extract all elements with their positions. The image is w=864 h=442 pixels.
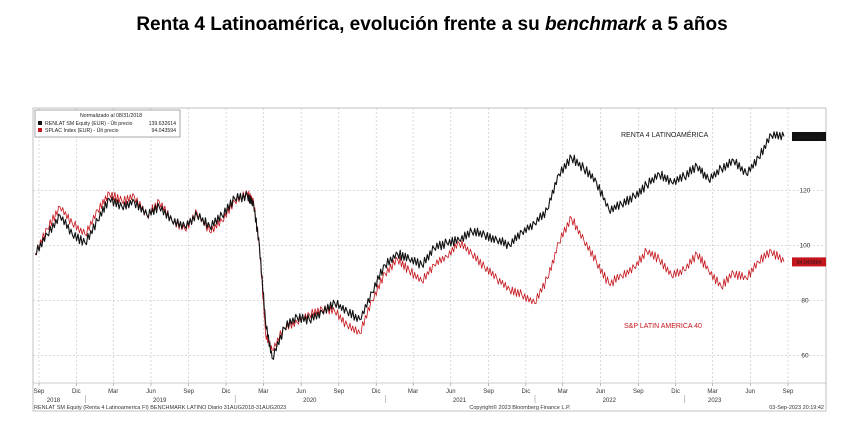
end-value-labels: 139.632614 94.043594 <box>792 132 826 267</box>
legend-header: Normalizado al 08/31/2018 <box>80 113 142 119</box>
year-axis: 2018 2019 2020 2021 2022 2023 <box>47 395 722 404</box>
chart-frame <box>32 107 827 412</box>
x-tick-label: Dic <box>671 389 680 395</box>
year-label: 2020 <box>303 398 317 404</box>
title-text: Renta 4 Latinoamérica, evolución frente … <box>136 14 545 35</box>
legend: Normalizado al 08/31/2018 RENLAT SM Equi… <box>34 109 181 138</box>
legend-value-renta4: 139.632614 <box>149 121 177 127</box>
x-tick-label: Mar <box>258 389 268 395</box>
x-tick-label: Sep <box>783 389 794 395</box>
year-label: 2023 <box>708 398 722 404</box>
end-label-bg-splac <box>792 257 826 267</box>
year-label: 2019 <box>153 398 167 404</box>
x-tick-label: Dic <box>522 389 531 395</box>
title-text-end: a 5 años <box>646 14 728 35</box>
footer-center: Copyright© 2023 Bloomberg Finance L.P. <box>469 404 571 411</box>
legend-label-renta4: RENLAT SM Equity (EUR) - Últ precio <box>45 120 133 127</box>
x-tick-label: Jun <box>596 389 606 395</box>
year-label: 2021 <box>453 398 467 404</box>
x-tick-label: Mar <box>707 389 717 395</box>
footer-right: 03-Sep-2023 20:19:42 <box>769 405 824 411</box>
x-tick-label: Sep <box>334 389 345 395</box>
x-axis: Sep Dic Mar Jun Sep Dic Mar Jun Sep Dic Mar Jun Sep D… <box>33 382 826 395</box>
y-tick-label: 100 <box>800 243 811 250</box>
end-label-bg-renta4 <box>792 132 826 142</box>
end-label-renta4: 139.632614 <box>795 135 823 141</box>
y-tick-label: 80 <box>801 298 809 305</box>
year-label: 2022 <box>603 398 617 404</box>
annotation-sp-latin-america: S&P LATIN AMERICA 40 <box>624 323 702 330</box>
x-tick-label: Jun <box>296 389 306 395</box>
line-sp-latin-america-40 <box>34 190 785 352</box>
x-tick-label: Jun <box>146 389 156 395</box>
x-tick-label: Mar <box>408 389 418 395</box>
x-tick-label: Mar <box>558 389 568 395</box>
series-lines <box>34 131 785 360</box>
page-title: Renta 4 Latinoamérica, evolución frente … <box>0 14 864 36</box>
y-axis: 60 80 100 120 <box>800 188 811 360</box>
x-tick-label: Jun <box>446 389 456 395</box>
legend-box <box>34 109 181 138</box>
x-tick-label: Sep <box>34 389 45 395</box>
x-tick-label: Dic <box>222 389 231 395</box>
year-label: 2018 <box>47 398 61 404</box>
x-tick-label: Dic <box>372 389 381 395</box>
y-tick-label: 120 <box>800 188 811 195</box>
annotation-renta4: RENTA 4 LATINOAMÉRICA <box>621 130 709 139</box>
x-tick-label: Jun <box>745 389 755 395</box>
legend-value-splac: 94.043594 <box>151 128 176 134</box>
legend-swatch-splac <box>38 128 42 132</box>
footer-left: RENLAT SM Equity (Renta 4 Latinoamerica … <box>34 405 286 411</box>
legend-swatch-renta4 <box>38 121 42 125</box>
x-tick-label: Dic <box>72 389 81 395</box>
grid <box>33 108 826 383</box>
end-label-splac: 94.043594 <box>797 260 822 266</box>
x-tick-label: Mar <box>108 389 118 395</box>
y-tick-label: 60 <box>801 353 809 360</box>
title-emphasis: benchmark <box>544 14 647 35</box>
legend-label-splac: SPLAC Index (EUR) - Últ precio <box>45 127 119 134</box>
x-tick-label: Sep <box>183 389 194 395</box>
x-tick-label: Sep <box>483 389 494 395</box>
line-renta4-latinoamerica <box>34 131 785 360</box>
x-tick-label: Sep <box>633 389 644 395</box>
